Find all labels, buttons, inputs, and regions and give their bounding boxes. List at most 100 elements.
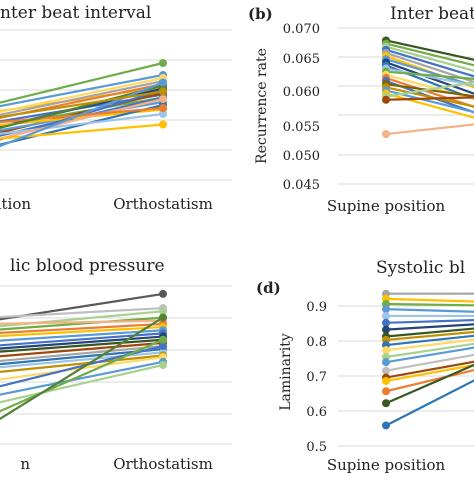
panel-c-point <box>159 342 167 351</box>
panel-b-series-line <box>385 81 474 98</box>
panel-a-point <box>159 120 167 129</box>
panel-b-ylabel: Recurrence rate <box>254 48 270 164</box>
panel-b-series-line <box>385 83 474 98</box>
panel-b-point <box>382 95 390 104</box>
panel-d-point <box>382 325 390 334</box>
panel-c-point <box>159 313 167 322</box>
panel-d-series-line <box>385 323 474 331</box>
panel-b: (b) Inter beat Recurrence rate 0.045 0.0… <box>248 4 474 215</box>
panel-b-ytick-4: 0.065 <box>283 52 320 67</box>
panel-d-point <box>382 366 390 375</box>
panel-d-series-line <box>385 346 474 364</box>
panel-d-ytick-1: 0.6 <box>306 405 327 420</box>
panel-b-series-line <box>385 48 474 78</box>
panel-c-xtick-1: Orthostatism <box>113 455 213 473</box>
panel-d-label: (d) <box>256 279 281 297</box>
panel-c-title: lic blood pressure <box>10 256 165 276</box>
panel-d-point <box>382 421 390 430</box>
panel-d-series-line <box>385 297 474 303</box>
panel-c-xtick-0: n <box>20 455 30 473</box>
panel-d-ytick-0: 0.5 <box>306 440 327 455</box>
panel-d-series-line <box>385 308 474 313</box>
panel-c-series-line <box>0 363 164 404</box>
panel-b-series-line <box>385 42 474 67</box>
panel-d-ytick-4: 0.9 <box>306 300 327 315</box>
panel-a-point <box>159 110 167 118</box>
panel-c-series-line <box>0 307 164 319</box>
panel-a-title: nter beat interval <box>0 3 151 23</box>
panel-a-series-line <box>0 73 164 108</box>
panel-b-series-line <box>385 76 474 108</box>
panel-d-point <box>382 305 390 314</box>
panel-c-series-line <box>0 360 164 396</box>
panel-c-series-line <box>0 354 164 374</box>
panel-c-point <box>159 361 167 369</box>
panel-b-series-line <box>385 96 474 101</box>
panel-c-point <box>159 307 167 316</box>
panel-b-series-line <box>385 45 474 72</box>
panel-b-series-line <box>385 89 474 114</box>
panel-d-series-line <box>385 360 474 379</box>
panel-a-xtick-0: osition <box>0 195 31 213</box>
panel-c-series-line <box>0 341 164 358</box>
panel-d-ytick-2: 0.7 <box>306 370 327 385</box>
panel-d-xtick-0: Supine position <box>327 456 446 474</box>
panel-b-series-line <box>385 123 474 136</box>
panel-b-ytick-1: 0.050 <box>283 149 320 164</box>
panel-b-point <box>382 130 390 139</box>
panel-d-series-line <box>385 319 474 324</box>
panel-a-series-line <box>0 103 164 146</box>
panel-d-series-line <box>385 334 474 347</box>
panel-a-point <box>159 78 167 87</box>
panel-b-series-line <box>385 70 474 81</box>
panel-d-series-line <box>385 302 474 307</box>
panel-d-series-line <box>385 363 474 405</box>
panel-d-series-line <box>385 353 474 372</box>
panel-b-ytick-0: 0.045 <box>283 178 320 193</box>
panel-b-title: Inter beat <box>390 4 474 24</box>
panel-d-ylabel: Laminarity <box>278 333 294 411</box>
panel-d-point <box>382 318 390 327</box>
panel-a-point <box>159 95 167 103</box>
panel-d-series-line <box>385 379 474 427</box>
panel-b-series-line <box>385 86 474 108</box>
panel-c-point <box>159 335 167 344</box>
panel-d-series-line <box>385 364 474 383</box>
chart-marks <box>0 27 474 447</box>
panel-c-series-line <box>0 325 164 338</box>
panel-c-series-line <box>0 338 164 353</box>
panel-b-label: (b) <box>248 5 273 23</box>
panel-a-series-line <box>0 79 164 117</box>
panel-b-ytick-5: 0.070 <box>283 22 320 37</box>
panel-d-series-line <box>385 330 474 342</box>
panel-d-series-line <box>385 327 474 338</box>
panel-d-series-line <box>385 338 474 352</box>
panel-d-point <box>382 346 390 355</box>
panel-c: lic blood pressure n Orthostatism <box>10 256 213 473</box>
panel-d-point <box>382 311 390 320</box>
panel-c-point <box>159 289 167 298</box>
panel-c-series-line <box>0 356 164 381</box>
panel-a-point <box>159 104 167 112</box>
panel-c-series-line <box>0 351 164 369</box>
panel-d-point <box>382 399 390 408</box>
panel-d-point <box>382 358 390 367</box>
panel-c-series-line <box>0 316 164 421</box>
panel-d-series-line <box>385 342 474 359</box>
panel-a-point <box>159 87 167 96</box>
panel-d-point <box>382 387 390 396</box>
panel-a-point <box>159 59 167 67</box>
panel-b-series-line <box>385 73 474 101</box>
panel-c-series-line <box>0 338 164 413</box>
panel-a-series-line <box>0 61 164 104</box>
panel-a-xtick-1: Orthostatism <box>113 195 213 213</box>
panel-c-series-line <box>0 316 164 331</box>
panel-a-series-line <box>0 112 164 135</box>
panel-a-series-line <box>0 81 164 148</box>
panel-b-ytick-3: 0.060 <box>283 85 320 100</box>
panel-b-series-line <box>385 61 474 95</box>
panel-d-point <box>382 376 390 385</box>
panel-a-series-line <box>0 76 164 114</box>
